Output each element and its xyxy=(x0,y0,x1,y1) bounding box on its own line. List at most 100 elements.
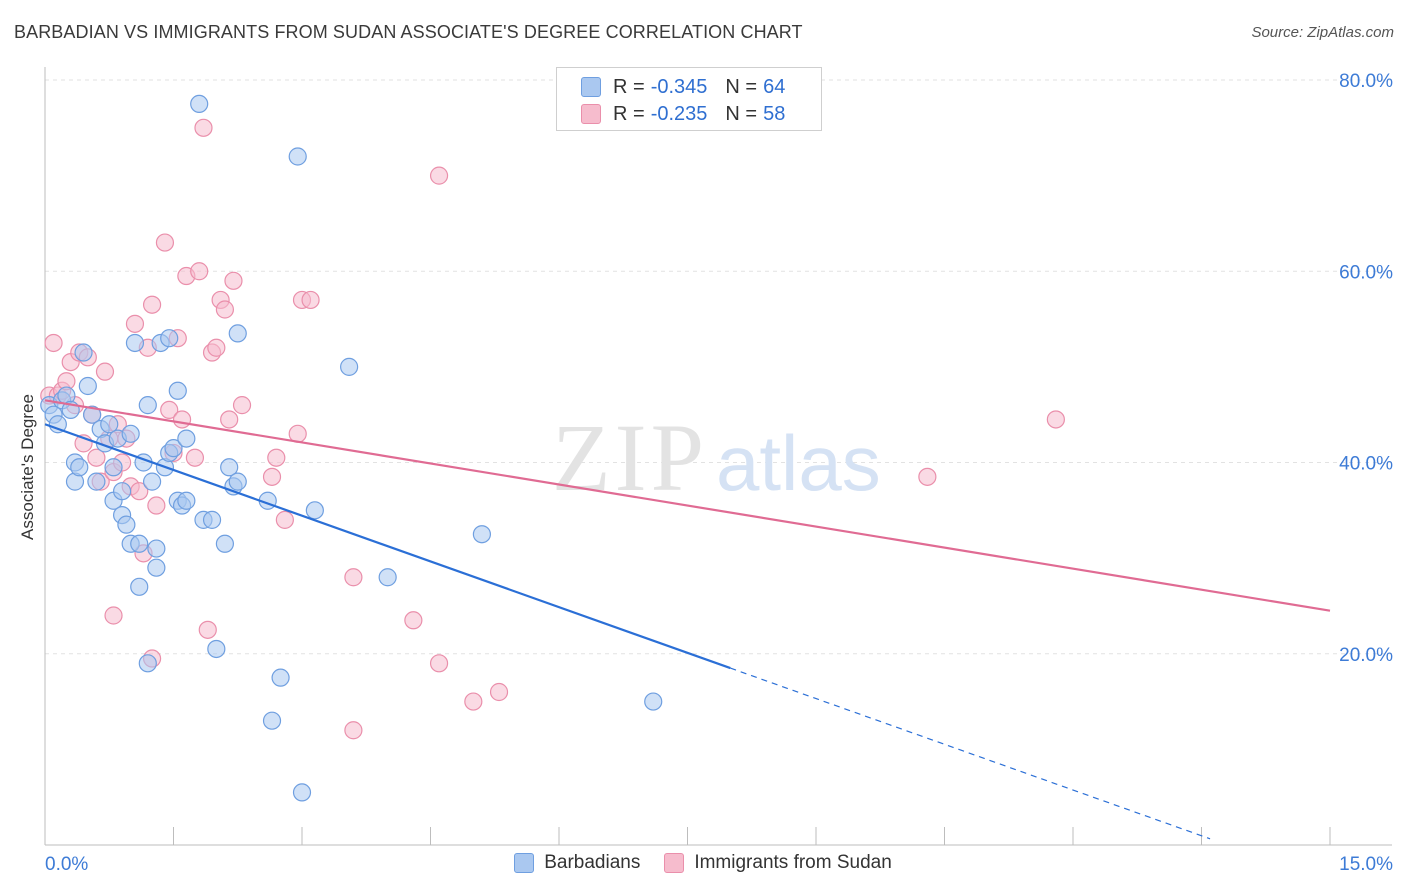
data-point-barbadian xyxy=(340,357,359,376)
legend-r-label: R = xyxy=(613,75,645,98)
data-point-sudan xyxy=(185,448,205,467)
trend-line-barbadians xyxy=(44,423,731,670)
data-point-sudan xyxy=(489,682,509,702)
data-point-barbadian xyxy=(87,472,106,491)
data-point-barbadian xyxy=(147,558,166,577)
y-tick-label: 80.0% xyxy=(1339,71,1393,92)
data-point-barbadian xyxy=(78,376,97,396)
data-point-barbadian xyxy=(305,501,324,520)
data-point-barbadian xyxy=(472,525,491,544)
data-point-sudan xyxy=(190,262,209,281)
trend-lines xyxy=(44,399,1331,840)
x-tick-label: 0.0% xyxy=(45,854,88,875)
grid-lines xyxy=(45,79,1392,655)
data-point-sudan xyxy=(344,721,363,740)
data-point-barbadian xyxy=(48,415,67,434)
y-tick-label: 20.0% xyxy=(1339,645,1393,666)
data-point-barbadian xyxy=(190,94,209,114)
data-point-barbadian xyxy=(117,515,136,534)
legend-row-barbadians: R = -0.345 N = 64 xyxy=(581,75,785,99)
legend-r-value: -0.345 xyxy=(650,75,708,98)
data-point-barbadian xyxy=(207,639,226,659)
chart-title: BARBADIAN VS IMMIGRANTS FROM SUDAN ASSOC… xyxy=(14,22,803,42)
data-point-barbadian xyxy=(228,324,247,343)
legend-n-label: N = xyxy=(725,75,758,98)
data-point-sudan xyxy=(344,568,363,587)
legend-r-value: -0.235 xyxy=(650,102,708,125)
data-point-barbadian xyxy=(262,711,282,730)
data-point-sudan xyxy=(267,448,286,467)
stats-legend: R = -0.345 N = 64 R = -0.235 N = 58 xyxy=(556,67,822,131)
data-point-barbadian xyxy=(164,439,183,458)
data-point-barbadian xyxy=(202,510,222,529)
legend-n-label: N = xyxy=(725,102,758,125)
legend-n-value: 58 xyxy=(763,102,786,125)
data-point-sudan xyxy=(262,467,282,486)
data-point-barbadian xyxy=(130,534,149,553)
data-point-sudan xyxy=(1046,410,1065,429)
data-point-barbadian xyxy=(160,329,179,348)
legend-item-barbadians[interactable]: Barbadians xyxy=(514,852,640,874)
data-point-sudan xyxy=(44,333,63,353)
data-point-barbadian xyxy=(228,472,247,491)
tick-labels: 20.0% 40.0% 60.0% 80.0% 0.0% 15.0% xyxy=(45,71,1393,875)
y-tick-label: 60.0% xyxy=(1339,262,1393,283)
data-point-sudan xyxy=(172,410,192,429)
data-point-barbadian xyxy=(74,343,93,362)
data-point-barbadian xyxy=(644,692,663,711)
trend-line-sudan xyxy=(44,399,1331,612)
data-point-barbadian xyxy=(177,491,196,510)
data-point-barbadian xyxy=(70,458,89,477)
data-point-barbadian xyxy=(125,333,145,353)
data-point-barbadian xyxy=(83,405,102,424)
data-point-sudan xyxy=(160,400,179,420)
trend-line-barbadians-extension xyxy=(730,667,1211,840)
legend-label-sudan: Immigrants from Sudan xyxy=(694,852,892,873)
data-point-sudan xyxy=(275,510,294,529)
watermark-zip: ZIP xyxy=(552,404,708,511)
legend-n-value: 64 xyxy=(763,75,786,98)
data-point-sudan xyxy=(918,467,937,486)
data-point-sudan xyxy=(155,233,175,252)
y-axis-label: Associate's Degree xyxy=(18,394,37,540)
data-point-sudan xyxy=(95,362,115,381)
data-point-sudan xyxy=(429,654,449,673)
source-label: Source: ZipAtlas.com xyxy=(1251,24,1394,41)
data-point-barbadian xyxy=(220,458,239,477)
series-legend: Barbadians Immigrants from Sudan xyxy=(0,852,1406,874)
data-point-barbadian xyxy=(378,568,397,587)
data-point-sudan xyxy=(301,290,320,310)
data-point-barbadian xyxy=(215,534,234,553)
legend-swatch-pink xyxy=(581,104,601,124)
data-point-sudan xyxy=(198,620,217,639)
data-point-barbadian xyxy=(138,654,157,673)
data-point-sudan xyxy=(104,606,123,625)
data-point-sudan xyxy=(207,338,226,357)
data-point-sudan xyxy=(215,300,234,319)
data-point-sudan xyxy=(232,396,252,415)
axes xyxy=(44,67,1392,846)
data-point-barbadian xyxy=(130,577,149,596)
legend-swatch-blue xyxy=(514,853,535,873)
legend-swatch-blue xyxy=(581,77,601,97)
x-tick-label: 15.0% xyxy=(1339,854,1393,875)
legend-row-sudan: R = -0.235 N = 58 xyxy=(581,102,785,126)
data-point-sudan xyxy=(220,410,239,429)
data-point-sudan xyxy=(87,448,106,467)
legend-swatch-pink xyxy=(664,853,685,873)
data-point-barbadian xyxy=(100,415,119,434)
data-point-sudan xyxy=(224,271,243,290)
y-tick-label: 40.0% xyxy=(1339,454,1393,475)
data-point-sudan xyxy=(429,166,449,185)
data-point-barbadian xyxy=(112,482,132,501)
data-point-barbadian xyxy=(288,147,307,166)
watermark: ZIP atlas xyxy=(552,404,881,511)
legend-label-barbadians: Barbadians xyxy=(544,852,641,873)
data-point-barbadian xyxy=(168,381,187,400)
data-point-barbadian xyxy=(177,429,196,448)
data-point-sudan xyxy=(194,118,213,137)
legend-r-label: R = xyxy=(613,102,645,125)
data-point-barbadian xyxy=(271,668,290,687)
legend-item-sudan[interactable]: Immigrants from Sudan xyxy=(664,852,892,874)
